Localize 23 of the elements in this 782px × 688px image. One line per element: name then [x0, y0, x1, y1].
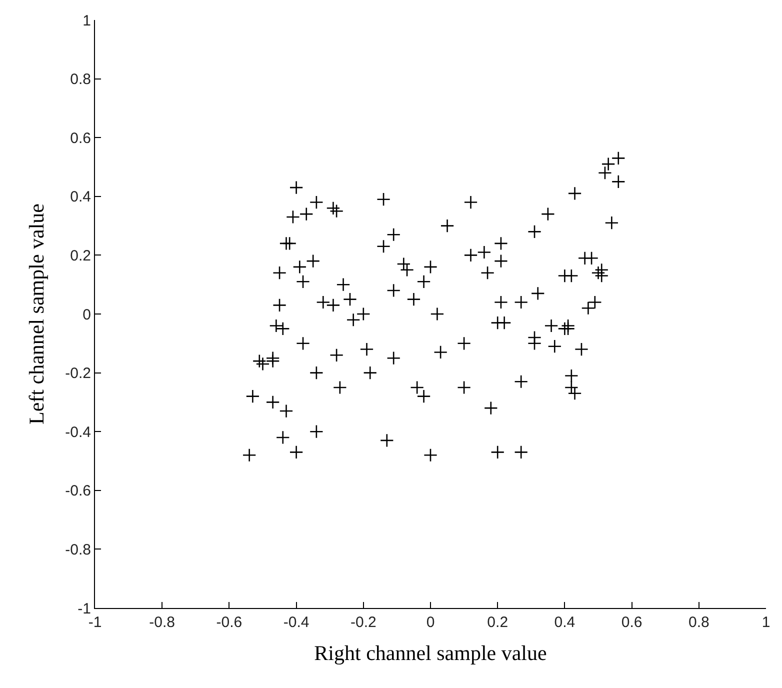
y-tick-label: 0.2 — [70, 247, 91, 264]
x-tick-label: 0.2 — [487, 614, 508, 631]
x-tick-label: 0.6 — [621, 614, 642, 631]
x-tick-label: 0.4 — [554, 614, 576, 631]
y-tick-label: -0.4 — [65, 424, 91, 441]
y-tick-label: 0.6 — [70, 130, 91, 147]
x-tick-label: -0.2 — [350, 614, 376, 631]
x-tick-label: -0.8 — [149, 614, 176, 631]
y-tick-label: -0.2 — [65, 365, 91, 382]
y-tick-label: 0 — [82, 306, 91, 324]
x-tick-label: -0.6 — [216, 614, 242, 631]
x-axis-title: Right channel sample value — [314, 641, 547, 666]
x-tick-label: 0 — [426, 614, 435, 631]
x-tick-label: 1 — [762, 614, 770, 631]
y-tick-label: 0.4 — [70, 188, 91, 206]
y-axis-title: Left channel sample value — [24, 204, 48, 424]
x-tick-label: -0.4 — [283, 614, 310, 631]
y-tick-label: -0.8 — [65, 541, 91, 558]
y-tick-label: -0.6 — [65, 482, 91, 500]
x-tick-label: 0.8 — [688, 614, 710, 631]
y-tick-label: 0.8 — [70, 71, 91, 88]
y-tick-label: -1 — [78, 600, 91, 618]
y-tick-label: 1 — [82, 12, 91, 30]
